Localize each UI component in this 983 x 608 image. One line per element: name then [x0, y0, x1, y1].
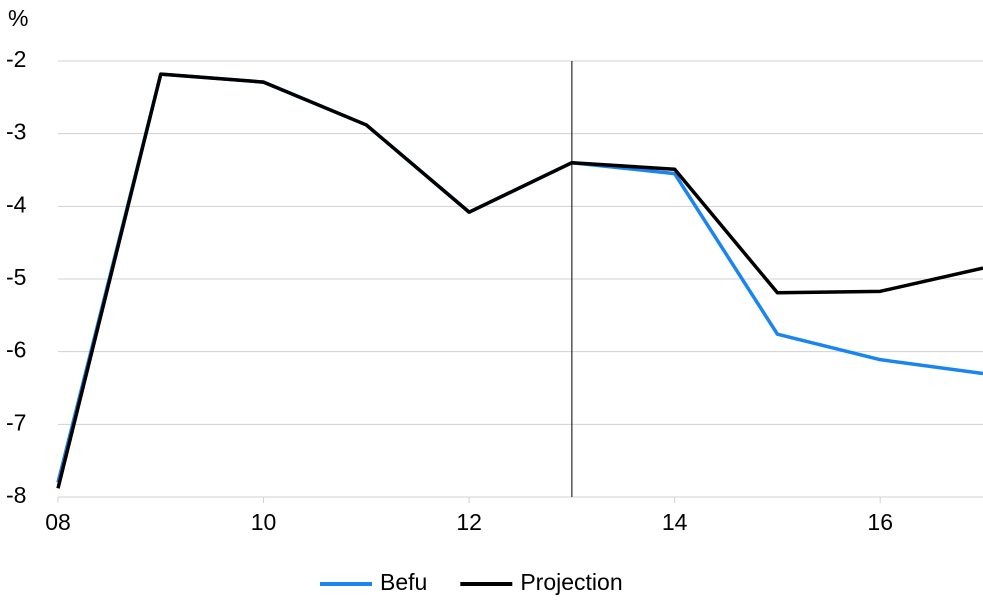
x-tick-label: 12 [456, 509, 482, 535]
y-tick-label: -7 [6, 409, 26, 435]
legend-label: Befu [380, 569, 427, 595]
y-tick-label: -8 [6, 482, 26, 508]
x-tick-label: 10 [251, 509, 277, 535]
x-tick-label: 08 [45, 509, 71, 535]
legend-label: Projection [520, 569, 622, 595]
y-axis-label: % [8, 5, 28, 31]
x-tick-label: 16 [867, 509, 893, 535]
y-tick-label: -4 [6, 191, 27, 217]
y-tick-label: -2 [6, 46, 26, 72]
y-tick-label: -6 [6, 337, 26, 363]
series-line [56, 72, 983, 483]
series-line [56, 72, 983, 489]
y-tick-label: -3 [6, 119, 26, 145]
x-tick-label: 14 [662, 509, 688, 535]
y-tick-label: -5 [6, 264, 26, 290]
